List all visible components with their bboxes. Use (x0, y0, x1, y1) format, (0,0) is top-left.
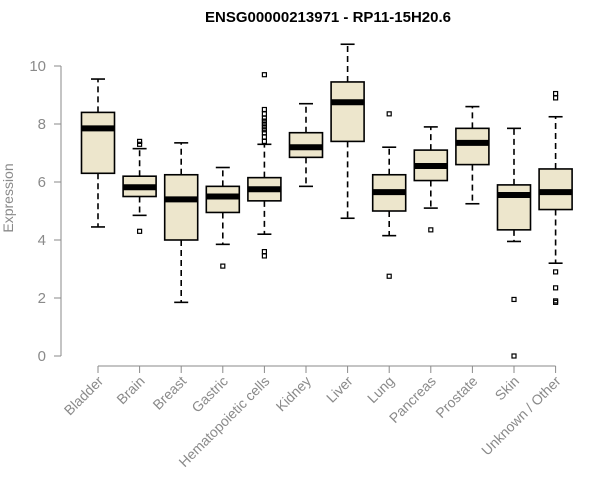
box-gastric (205, 166, 241, 269)
outlier-point (511, 353, 517, 359)
box-brain (122, 138, 157, 234)
outlier-point (386, 111, 392, 117)
outlier-point (261, 115, 267, 121)
category-label: Lung (364, 373, 397, 406)
chart-title: ENSG00000213971 - RP11-15H20.6 (205, 9, 451, 26)
box-bladder (80, 78, 116, 228)
iqr-box (163, 173, 199, 241)
box-skin (496, 127, 532, 359)
outlier-point (261, 106, 267, 113)
y-axis-label: Expression (0, 163, 16, 232)
category-label: Kidney (273, 373, 315, 415)
outlier-point (261, 72, 267, 78)
outlier-point (137, 138, 143, 144)
outlier-point (552, 298, 559, 304)
x-axis (97, 365, 557, 373)
iqr-box (455, 127, 490, 166)
category-label: Skin (492, 373, 523, 404)
outlier-point (552, 285, 559, 291)
category-label: Bladder (61, 373, 107, 419)
y-tick-label: 6 (38, 174, 46, 191)
outlier-point (552, 90, 559, 97)
outlier-point (261, 138, 267, 144)
y-axis: 0 2 4 6 8 10 (29, 58, 62, 365)
y-tick-label: 0 (38, 348, 46, 365)
y-tick-label: 8 (38, 116, 46, 133)
outlier-point (220, 263, 226, 269)
outlier-point (261, 253, 267, 259)
category-label: Brain (113, 373, 147, 407)
y-tick-label: 10 (29, 58, 46, 75)
outlier-point (261, 121, 267, 127)
category-label: Liver (323, 373, 356, 406)
iqr-box (330, 81, 365, 143)
boxes-group (80, 43, 573, 359)
box-pancreas (413, 126, 449, 233)
outlier-point (552, 95, 559, 101)
y-tick-label: 4 (38, 232, 46, 249)
box-unknown-other (538, 90, 573, 305)
outlier-point (386, 273, 392, 279)
outlier-point (261, 134, 267, 140)
outlier-point (261, 127, 267, 133)
outlier-point (137, 141, 143, 147)
box-liver (330, 43, 365, 220)
box-lung (371, 111, 407, 279)
box-hematopoietic-cells (247, 72, 282, 259)
outlier-point (137, 228, 143, 234)
box-breast (163, 142, 199, 304)
box-kidney (288, 102, 324, 188)
outlier-point (261, 111, 267, 117)
outlier-point (261, 118, 267, 124)
iqr-box (80, 111, 116, 175)
y-tick-label: 2 (38, 290, 46, 307)
outlier-point (428, 227, 434, 233)
box-prostate (455, 105, 490, 205)
outlier-point (261, 124, 267, 130)
outlier-point (261, 249, 267, 255)
outlier-point (552, 269, 559, 275)
outlier-point (261, 130, 267, 136)
outlier-point (511, 296, 517, 303)
iqr-box (496, 184, 532, 231)
category-label: Breast (149, 373, 189, 413)
category-label: Unknown / Other (478, 373, 564, 459)
category-label: Prostate (432, 373, 480, 421)
